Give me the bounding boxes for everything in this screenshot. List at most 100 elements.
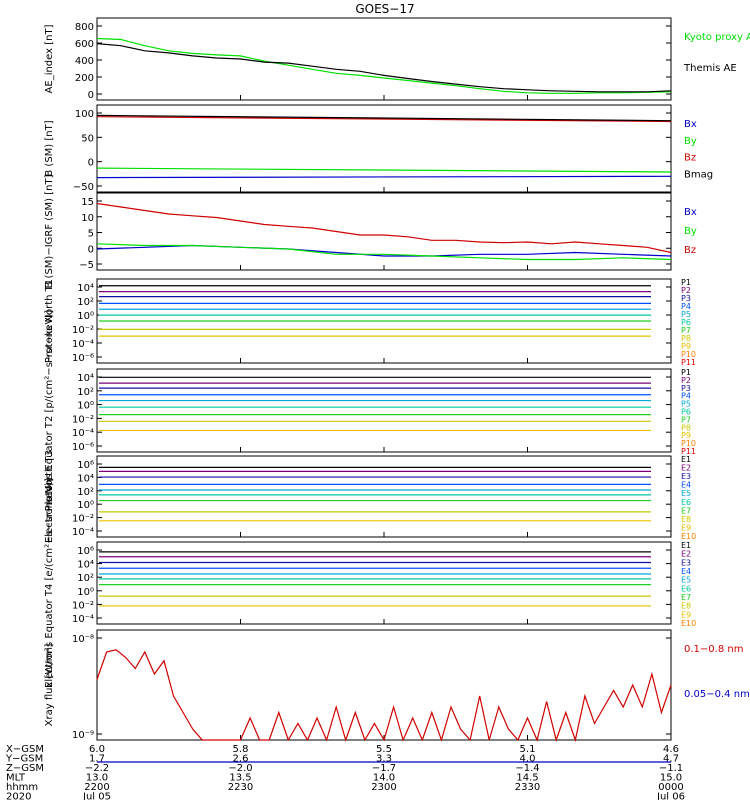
legend-entry: P2 — [681, 286, 691, 295]
legend-entry: P4 — [681, 302, 691, 311]
ephemeris-value: −1.4 — [515, 763, 539, 774]
legend-entry: P10 — [681, 350, 696, 359]
y-tick-label: 10⁴ — [77, 373, 94, 384]
y-axis-label: Electrons Equator T4 [e/(cm²−s−sr−keV)] — [44, 478, 55, 688]
legend-entry: P1 — [681, 368, 691, 377]
legend-entry: E4 — [681, 567, 691, 576]
y-axis-label: Electrons North T3 — [44, 450, 55, 543]
y-tick-label: 100 — [75, 109, 94, 120]
legend-entry: E9 — [681, 523, 691, 532]
ephemeris-value: 2230 — [228, 782, 253, 793]
y-axis-label: Protons Equator T2 [p/(cm²−s−sr−keV)] — [44, 310, 55, 512]
y-tick-label: 10⁰ — [77, 500, 94, 511]
legend-entry: E7 — [681, 506, 691, 515]
chart-title: GOES−17 — [355, 2, 414, 16]
legend-entry: Bz — [684, 153, 696, 164]
legend-entry: P3 — [681, 294, 691, 303]
panel-1: 800 600 400 200 0 AE_index [nT] Kyoto proxy AE… — [44, 17, 750, 101]
legend-entry: 0.05−0.4 nm — [684, 689, 750, 700]
ephemeris-value: 2300 — [371, 782, 396, 793]
legend-entry: By — [684, 136, 697, 147]
legend-entry: P6 — [681, 408, 691, 417]
series-line-bx — [96, 175, 672, 179]
y-tick-label: 50 — [81, 133, 94, 144]
panel-6: 10⁶ 10⁴ 10² 10⁰ 10⁻² 10⁻⁴ Electrons North T3 E1… — [44, 450, 696, 543]
series-line-by — [96, 167, 672, 173]
y-tick-label: 10² — [77, 573, 94, 584]
y-tick-label: 15 — [81, 197, 94, 208]
ephemeris-value: 2330 — [515, 782, 540, 793]
panel-8: 10⁻⁸ 10⁻⁹ Xray flux [W/m²] 0.1−0.8 nm 0.05−0… — [44, 629, 750, 763]
y-axis-label: Protons North T1 — [44, 279, 55, 363]
legend-entry: P9 — [681, 431, 691, 440]
legend-entry: Bx — [684, 207, 697, 218]
panel-frame — [96, 368, 672, 453]
ephemeris-value: −1.1 — [659, 763, 683, 774]
legend-entry: P11 — [681, 447, 696, 456]
y-tick-label: −5 — [79, 260, 94, 271]
legend-entry: Bx — [684, 119, 697, 130]
y-axis-label: Xray flux [W/m²] — [44, 644, 55, 727]
y-tick-label: 10⁻⁴ — [72, 428, 94, 439]
y-tick-label: 10⁻² — [72, 325, 94, 336]
legend-entry: E1 — [681, 541, 691, 550]
y-tick-label: 800 — [75, 22, 94, 33]
ephemeris-value: 5.5 — [376, 744, 392, 755]
ephemeris-value: 4.0 — [520, 754, 536, 765]
legend-entry: P7 — [681, 326, 691, 335]
panels: 800 600 400 200 0 AE_index [nT] Kyoto proxy AE… — [44, 17, 750, 763]
y-axis-label: B (SM) [nT] — [44, 120, 55, 176]
ephemeris-value: 5.1 — [520, 744, 536, 755]
legend-entry: P10 — [681, 439, 696, 448]
ephemeris-value: −1.7 — [372, 763, 396, 774]
legend-entry: P3 — [681, 384, 691, 393]
y-tick-label: 10² — [77, 487, 94, 498]
series-line-bz — [96, 202, 672, 254]
legend-entry: E2 — [681, 550, 691, 559]
ephemeris-value: −2.0 — [228, 763, 252, 774]
y-tick-label: 10⁴ — [77, 283, 94, 294]
legend-entry: 0.1−0.8 nm — [684, 644, 743, 655]
panel-7: 10⁶ 10⁴ 10² 10⁰ 10⁻² 10⁻⁴ Electrons Equator T4… — [44, 478, 696, 688]
y-tick-label: 10⁰ — [77, 587, 94, 598]
ephemeris-value: 6.0 — [89, 744, 105, 755]
y-tick-label: 400 — [75, 56, 94, 67]
y-tick-label: 10⁻² — [72, 514, 94, 525]
y-tick-label: 10⁶ — [77, 460, 94, 471]
y-tick-label: 0 — [88, 158, 94, 169]
ephemeris-value: Jul 06 — [656, 792, 685, 800]
legend-entry: E9 — [681, 610, 691, 619]
series-line-by — [96, 243, 672, 261]
legend-entry: E5 — [681, 576, 691, 585]
y-tick-label: 600 — [75, 39, 94, 50]
y-tick-label: 10⁴ — [77, 473, 94, 484]
legend-entry: Bz — [684, 245, 696, 256]
y-tick-label: 10⁻⁶ — [72, 353, 94, 364]
legend-entry: P1 — [681, 278, 691, 287]
legend-entry: By — [684, 226, 697, 237]
legend-entry: Bmag — [684, 169, 713, 180]
y-axis-label: B (SM)−IGRF (SM) [nT] — [44, 174, 55, 288]
ephemeris-value: 3.3 — [376, 754, 392, 765]
y-tick-label: 10⁶ — [77, 546, 94, 557]
panel-frame — [96, 192, 672, 271]
ephemeris-value: 13.0 — [86, 773, 108, 784]
ephemeris-row-label: 2020 — [6, 792, 31, 800]
legend-entry: P11 — [681, 358, 696, 367]
legend-entry: P8 — [681, 334, 691, 343]
ephemeris-row-label: Y−GSM — [5, 754, 43, 765]
legend-entry: P8 — [681, 423, 691, 432]
legend-entry: E10 — [681, 619, 696, 628]
legend-entry: E4 — [681, 481, 691, 490]
panel-frame — [96, 17, 672, 101]
ephemeris-value: 4.7 — [663, 754, 679, 765]
panel-5: 10⁴ 10² 10⁰ 10⁻² 10⁻⁴ 10⁻⁶ Protons Equator T2 … — [44, 310, 696, 512]
legend-entry: Themis AE — [683, 63, 737, 74]
legend-entry: E1 — [681, 455, 691, 464]
legend-entry: P5 — [681, 400, 691, 409]
legend-entry: E2 — [681, 464, 691, 473]
legend-entry: E3 — [681, 558, 691, 567]
